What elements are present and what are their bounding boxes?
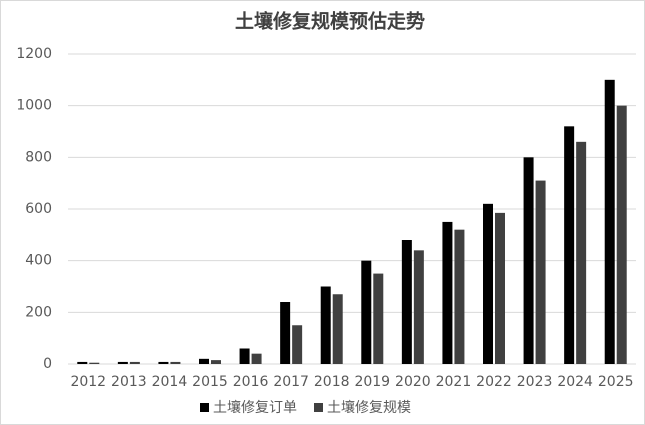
legend-label: 土壤修复订单 [213,399,297,416]
bar [361,260,372,364]
bar [239,348,250,364]
bar [616,105,627,365]
x-tick-label: 2014 [152,374,188,390]
bar [483,203,493,364]
bar [292,325,303,364]
bar [604,79,615,364]
bar [373,273,384,364]
bar [454,229,465,364]
bar [251,353,262,364]
bar [117,361,128,364]
y-tick-label: 1000 [16,98,52,114]
bar [89,362,100,364]
bar [576,141,587,364]
bar [495,212,505,364]
x-tick-label: 2025 [598,374,634,390]
bar [199,358,209,364]
bar [320,286,331,364]
bar [129,361,140,364]
x-tick-label: 2013 [111,374,147,390]
bar [535,180,546,364]
y-tick-label: 1200 [16,46,52,62]
chart-title: 土壤修复规模预估走势 [235,10,425,33]
y-tick-label: 600 [25,201,52,217]
bar [523,157,534,364]
x-tick-label: 2022 [476,374,512,390]
bar [158,361,169,364]
legend-swatch [200,403,209,412]
bar [280,302,291,364]
bar [211,360,221,364]
bar [413,250,424,364]
x-tick-label: 2018 [314,374,350,390]
x-tick-label: 2016 [233,374,269,390]
y-tick-label: 200 [25,304,52,320]
x-tick-label: 2020 [395,374,431,390]
x-tick-label: 2012 [70,374,106,390]
y-tick-label: 400 [25,253,52,269]
bar [442,221,453,364]
legend-label: 土壤修复规模 [327,399,411,416]
bar [564,126,575,364]
legend-swatch [314,403,323,412]
x-tick-label: 2024 [557,374,593,390]
bar [77,361,88,364]
x-tick-label: 2023 [517,374,553,390]
x-tick-label: 2017 [273,374,309,390]
x-tick-label: 2019 [354,374,390,390]
bar [170,361,181,364]
bar [401,240,412,364]
y-tick-label: 0 [43,356,52,372]
bar [332,294,343,364]
x-tick-label: 2021 [436,374,472,390]
y-tick-label: 800 [25,149,52,165]
x-tick-label: 2015 [192,374,228,390]
